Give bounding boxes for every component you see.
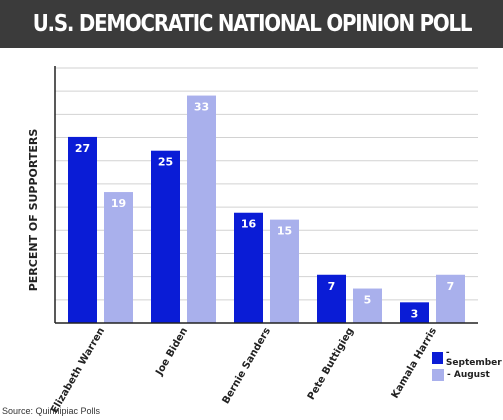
bar-august [436,274,465,323]
bars: 27 19 25 33 16 15 7 5 3 7 [68,95,465,323]
title-bar: U.S. DEMOCRATIC NATIONAL OPINION POLL [0,0,503,48]
bar-august [104,192,133,323]
bar-september [400,302,429,323]
bar-value-label: 16 [241,218,257,231]
bar-september [68,136,97,323]
bar-value-label: 19 [111,197,126,210]
bar-value-label: 25 [158,156,173,169]
bar-value-label: 15 [277,225,292,238]
category-labels: Elizabeth Warren Joe Biden Bernie Sanders P… [49,326,439,415]
legend: - September - August [432,347,503,383]
legend-item-august: - August [432,366,503,383]
chart-title: U.S. DEMOCRATIC NATIONAL OPINION POLL [32,11,472,37]
bar-september [234,212,263,323]
bar-value-label: 33 [194,101,209,114]
x-tick-label: Joe Biden [154,326,191,378]
bar-august [353,288,382,323]
bar-september [317,274,346,323]
bar-value-label: 7 [328,280,336,293]
bar-september [151,150,180,323]
legend-label-august: - August [447,369,490,380]
bar-value-label: 27 [75,142,90,155]
bar-august [270,219,299,323]
bar-value-label: 5 [364,294,372,307]
x-tick-label: Elizabeth Warren [49,326,107,415]
y-axis-label: PERCENT OF SUPPORTERS [27,129,40,292]
bar-value-label: 7 [447,280,455,293]
bar-value-label: 3 [411,307,419,320]
source-note: Source: Quinnipiac Polls [2,406,101,416]
axes [54,66,478,324]
legend-item-september: - September [432,347,503,368]
x-tick-label: Pete Buttigieg [306,326,356,402]
legend-swatch-august [432,368,444,381]
x-tick-label: Bernie Sanders [221,326,274,406]
bar-august [187,95,216,323]
legend-swatch-september [432,351,443,364]
legend-label-september: - September [445,347,502,368]
